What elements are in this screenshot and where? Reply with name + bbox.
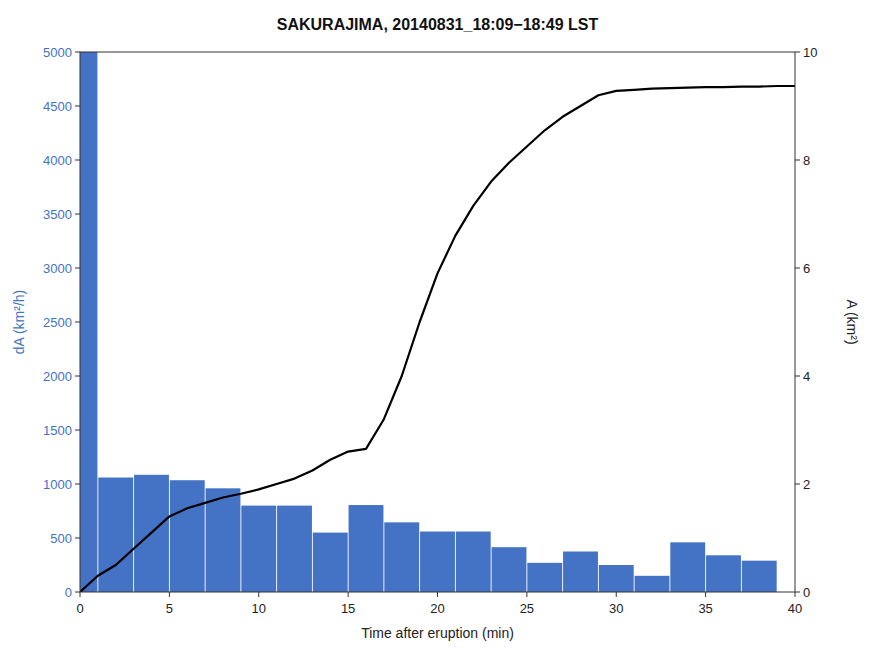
y-tick: [75, 52, 80, 53]
x-tick-label: 10: [252, 601, 266, 616]
bar: [277, 506, 312, 592]
x-tick-label: 25: [520, 601, 534, 616]
bar: [706, 555, 741, 592]
y-tick: [75, 322, 80, 323]
x-tick-label: 35: [698, 601, 712, 616]
x-tick-label: 20: [430, 601, 444, 616]
y2-tick-label: 0: [803, 585, 810, 600]
x-tick: [169, 592, 170, 597]
y-tick-label: 0: [65, 585, 72, 600]
x-tick: [526, 592, 527, 597]
bar: [80, 52, 97, 592]
y-tick-label: 4500: [43, 99, 72, 114]
y-tick-label: 1500: [43, 423, 72, 438]
bar: [241, 506, 276, 592]
x-tick: [616, 592, 617, 597]
y-tick-label: 5000: [43, 45, 72, 60]
x-tick: [437, 592, 438, 597]
y-tick: [75, 430, 80, 431]
y2-axis-label: A (km²): [844, 299, 860, 344]
bar: [492, 547, 527, 592]
bar: [599, 565, 634, 592]
y2-tick: [795, 268, 800, 269]
y-tick-label: 2000: [43, 369, 72, 384]
y2-tick-label: 4: [803, 369, 810, 384]
y-tick: [75, 160, 80, 161]
bar: [456, 532, 491, 592]
x-tick-label: 40: [788, 601, 802, 616]
x-tick-label: 0: [76, 601, 83, 616]
bar: [742, 561, 777, 592]
plot-area: [80, 52, 795, 592]
y2-tick: [795, 592, 800, 593]
bar: [635, 576, 670, 592]
bar: [420, 532, 455, 592]
axes: 0510152025303540050010001500200025003000…: [43, 45, 817, 617]
y2-tick-label: 8: [803, 153, 810, 168]
title: SAKURAJIMA, 20140831_18:09−18:49 LST: [277, 16, 599, 33]
y-tick-label: 3000: [43, 261, 72, 276]
x-tick: [258, 592, 259, 597]
y-tick: [75, 592, 80, 593]
bar: [206, 488, 241, 592]
bar: [670, 542, 705, 592]
bar: [527, 563, 562, 592]
y2-tick-label: 10: [803, 45, 817, 60]
x-tick: [80, 592, 81, 597]
y2-tick: [795, 376, 800, 377]
x-tick: [348, 592, 349, 597]
y-tick: [75, 484, 80, 485]
bar: [349, 505, 384, 592]
bar: [98, 478, 133, 592]
y2-tick: [795, 484, 800, 485]
x-axis-label: Time after eruption (min): [361, 625, 514, 641]
bar: [170, 480, 205, 592]
y-tick-label: 2500: [43, 315, 72, 330]
bar: [563, 552, 598, 593]
y-tick-label: 3500: [43, 207, 72, 222]
y-tick: [75, 538, 80, 539]
plot-frame: [80, 52, 795, 592]
y-tick-label: 4000: [43, 153, 72, 168]
y-tick: [75, 268, 80, 269]
x-tick-label: 15: [341, 601, 355, 616]
x-tick: [795, 592, 796, 597]
cumulative-line: [80, 86, 795, 592]
bar: [313, 533, 348, 592]
y2-tick: [795, 160, 800, 161]
bar: [384, 522, 419, 592]
y-tick-label: 500: [50, 531, 72, 546]
x-tick-label: 5: [166, 601, 173, 616]
x-tick: [705, 592, 706, 597]
y2-tick-label: 6: [803, 261, 810, 276]
x-tick-label: 30: [609, 601, 623, 616]
chart: 0510152025303540050010001500200025003000…: [0, 0, 875, 656]
y-tick: [75, 376, 80, 377]
y2-tick-label: 2: [803, 477, 810, 492]
y-axis-label: dA (km²/h): [11, 290, 27, 355]
y-tick: [75, 214, 80, 215]
y2-tick: [795, 52, 800, 53]
y-tick-label: 1000: [43, 477, 72, 492]
y-tick: [75, 106, 80, 107]
